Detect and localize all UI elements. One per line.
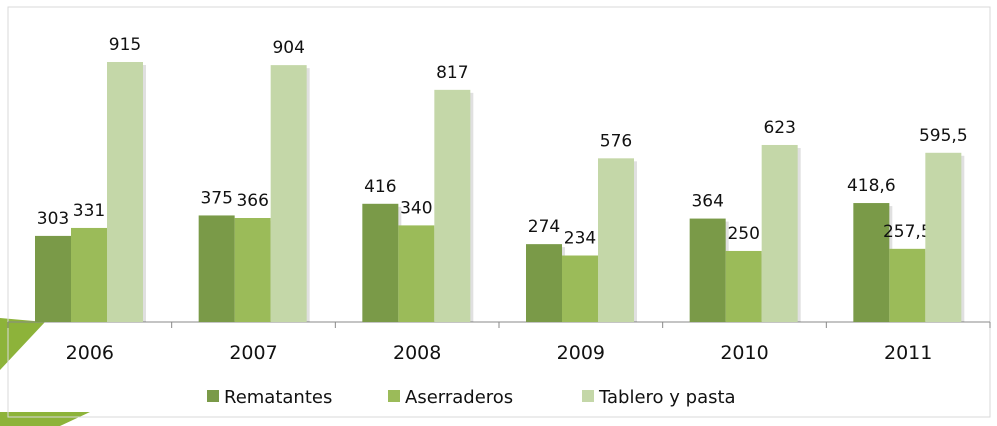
bar (234, 218, 271, 322)
chart-frame (7, 6, 991, 418)
x-tick-label: 2008 (393, 342, 441, 364)
decoration (0, 412, 90, 426)
data-label: 250 (727, 224, 759, 244)
bar (362, 203, 399, 322)
bar (562, 255, 598, 322)
data-label: 234 (564, 229, 596, 249)
bar (71, 227, 107, 322)
legend-label: Rematantes (224, 387, 332, 408)
legend-label: Tablero y pasta (598, 387, 736, 408)
bar (853, 203, 890, 322)
bar (889, 248, 926, 322)
bar (198, 215, 235, 322)
bar (689, 218, 726, 322)
legend-swatch (207, 390, 219, 402)
legend-label: Aserraderos (405, 387, 513, 408)
data-label: 366 (236, 191, 268, 211)
data-label: 364 (691, 192, 723, 212)
data-label: 340 (400, 198, 432, 218)
bar (925, 152, 962, 322)
bar (526, 244, 562, 322)
bar (761, 144, 798, 322)
bar (35, 235, 71, 322)
x-tick-label: 2010 (720, 342, 768, 364)
data-label: 257,5 (883, 222, 932, 242)
x-tick-label: 2011 (884, 342, 932, 364)
data-label: 904 (272, 38, 304, 58)
bar (107, 62, 143, 322)
data-label: 375 (200, 188, 232, 208)
data-label: 576 (600, 131, 632, 151)
legend-swatch (582, 390, 594, 402)
data-label: 915 (109, 35, 141, 55)
x-tick-label: 2007 (229, 342, 277, 364)
data-label: 817 (436, 63, 468, 83)
data-label: 418,6 (847, 176, 896, 196)
data-label: 331 (73, 201, 105, 221)
decoration (0, 318, 45, 370)
bar (434, 89, 471, 323)
data-label: 274 (528, 217, 560, 237)
bar (398, 225, 435, 322)
bar (725, 250, 762, 322)
x-tick-label: 2006 (66, 342, 114, 364)
bar (598, 158, 634, 322)
legend-swatch (388, 390, 400, 402)
bar (270, 65, 307, 323)
data-label: 595,5 (919, 126, 968, 146)
x-tick-label: 2009 (557, 342, 605, 364)
data-label: 623 (763, 118, 795, 138)
data-label: 303 (37, 209, 69, 229)
data-label: 416 (364, 177, 396, 197)
